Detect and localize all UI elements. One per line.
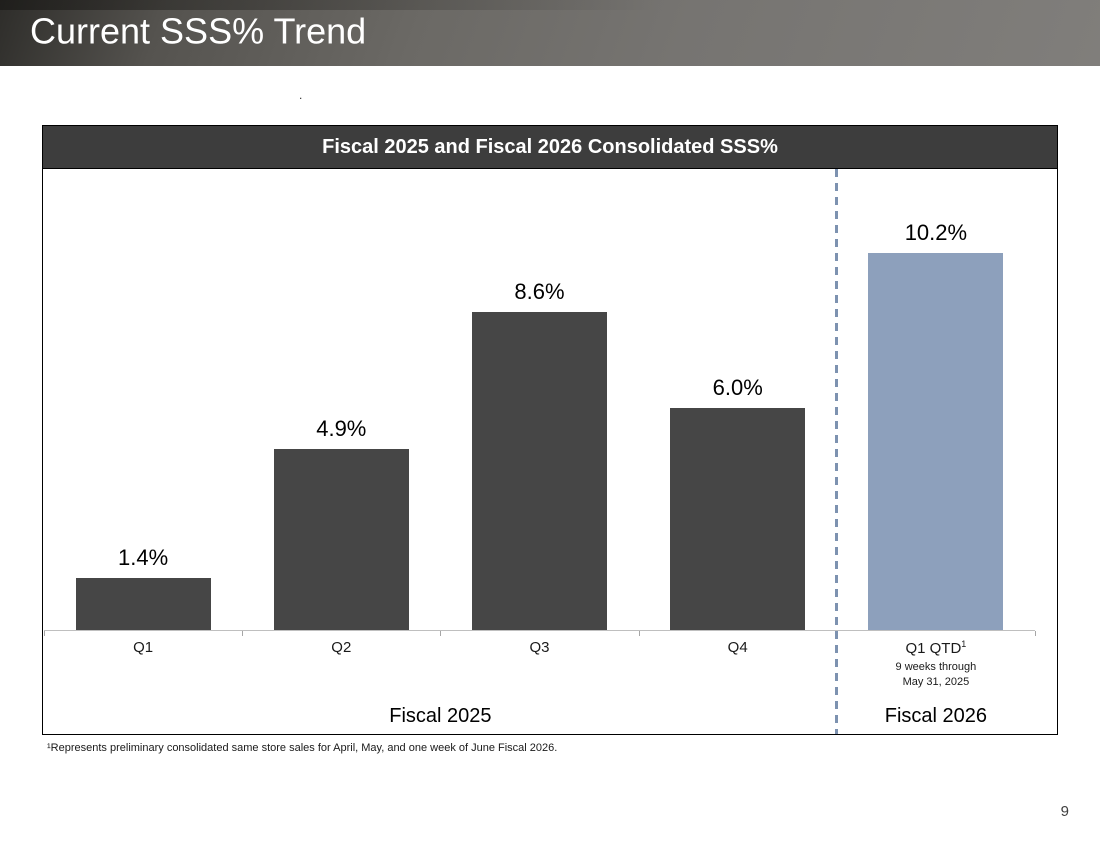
bar-value-label: 8.6% (514, 279, 565, 304)
x-axis-label-q4: Q4 (727, 639, 748, 656)
chart-title-bar: Fiscal 2025 and Fiscal 2026 Consolidated… (43, 126, 1057, 169)
chart-title: Fiscal 2025 and Fiscal 2026 Consolidated… (322, 135, 778, 158)
x-axis-label-q3: Q3 (529, 639, 550, 656)
bar-value-label: 6.0% (712, 375, 763, 400)
x-axis-label-q1-qtd: Q1 QTD1 (905, 639, 967, 657)
bar-value-label: 4.9% (316, 416, 367, 441)
group-label-fiscal-2025: Fiscal 2025 (389, 705, 492, 727)
chart-container: Fiscal 2025 and Fiscal 2026 Consolidated… (42, 125, 1058, 735)
stray-period-mark: . (299, 88, 303, 102)
fiscal-year-divider-line (835, 169, 839, 734)
axis-tick-mark (1035, 631, 1036, 636)
axis-tick-mark (242, 631, 244, 636)
group-label-fiscal-2026: Fiscal 2026 (884, 705, 988, 727)
slide-title-bar: Current SSS% Trend (0, 0, 1100, 66)
plot-area: 1.4% Q1 4.9% Q2 8.6% Q3 6.0% Q4 10.2% Q1 QTD1 9 we… (43, 169, 1057, 734)
chart-bar-q1 (75, 578, 211, 630)
x-axis-label-q2: Q2 (331, 639, 352, 656)
x-axis-sublabel: 9 weeks through May 31, 2025 (895, 661, 977, 688)
x-axis-label-q1: Q1 (133, 639, 154, 656)
footnote: ¹Represents preliminary consolidated sam… (47, 742, 558, 754)
x-axis-line (44, 630, 1035, 631)
bar-value-label: 10.2% (904, 220, 968, 245)
bar-value-label: 1.4% (118, 545, 169, 570)
chart-bar-q2 (273, 449, 409, 630)
axis-tick-mark (440, 631, 442, 636)
chart-bar-q3 (472, 312, 607, 630)
axis-tick-mark (44, 631, 45, 636)
chart-bar-q4 (670, 408, 806, 630)
axis-tick-mark (638, 631, 640, 636)
slide-title: Current SSS% Trend (30, 10, 367, 52)
footnote-marker: 1 (961, 639, 967, 649)
chart-bar-q1-qtd (868, 253, 1004, 630)
page-number: 9 (1060, 803, 1069, 820)
